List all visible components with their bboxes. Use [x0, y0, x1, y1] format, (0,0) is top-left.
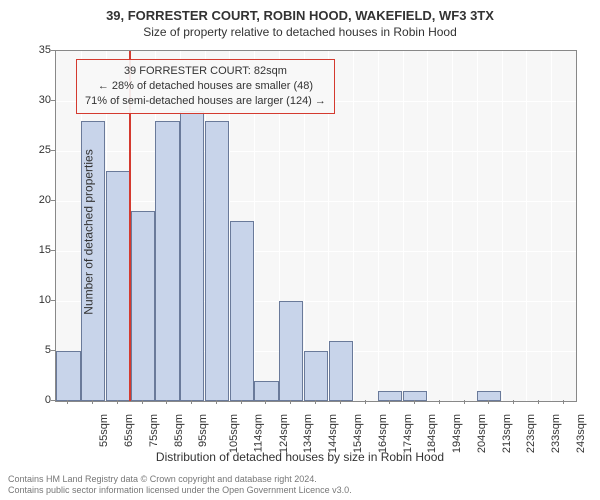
y-tick — [51, 100, 55, 101]
x-tick — [513, 400, 514, 404]
y-tick-label: 0 — [21, 394, 51, 406]
x-tick — [142, 400, 143, 404]
y-tick-label: 30 — [21, 94, 51, 106]
x-tick-label: 213sqm — [501, 414, 513, 453]
histogram-bar — [131, 211, 155, 401]
x-tick-label: 55sqm — [98, 414, 110, 447]
histogram-bar — [329, 341, 353, 401]
footer-line2: Contains public sector information licen… — [8, 485, 352, 496]
x-tick — [414, 400, 415, 404]
y-tick — [51, 250, 55, 251]
x-tick-label: 174sqm — [402, 414, 414, 453]
annotation-line2: ← 28% of detached houses are smaller (48… — [85, 79, 326, 94]
x-tick — [538, 400, 539, 404]
x-tick-label: 114sqm — [252, 414, 264, 452]
annotation-box: 39 FORRESTER COURT: 82sqm← 28% of detach… — [76, 59, 335, 114]
y-tick — [51, 350, 55, 351]
x-tick — [439, 400, 440, 404]
histogram-bar — [205, 121, 229, 401]
chart-container: 39, FORRESTER COURT, ROBIN HOOD, WAKEFIE… — [0, 0, 600, 500]
x-tick — [389, 400, 390, 404]
x-tick-label: 144sqm — [327, 414, 339, 453]
x-tick — [241, 400, 242, 404]
histogram-bar — [106, 171, 130, 401]
x-tick-label: 223sqm — [525, 414, 537, 453]
gridline-h — [56, 201, 576, 202]
annotation-line1: 39 FORRESTER COURT: 82sqm — [85, 64, 326, 79]
footer-attribution: Contains HM Land Registry data © Crown c… — [8, 474, 352, 496]
x-tick — [265, 400, 266, 404]
x-tick-label: 164sqm — [377, 414, 389, 453]
y-tick — [51, 400, 55, 401]
x-tick — [340, 400, 341, 404]
x-tick — [166, 400, 167, 404]
gridline-v — [452, 51, 453, 401]
x-tick-label: 243sqm — [575, 414, 587, 453]
y-axis-label: Number of detached properties — [82, 149, 96, 314]
histogram-bar — [180, 111, 204, 401]
x-tick-label: 105sqm — [228, 414, 240, 453]
gridline-h — [56, 151, 576, 152]
histogram-bar — [304, 351, 328, 401]
page-title-sub: Size of property relative to detached ho… — [0, 23, 600, 39]
x-tick-label: 204sqm — [476, 414, 488, 453]
y-tick — [51, 150, 55, 151]
x-tick — [67, 400, 68, 404]
x-tick — [315, 400, 316, 404]
gridline-v — [353, 51, 354, 401]
x-tick-label: 233sqm — [550, 414, 562, 453]
x-tick-label: 65sqm — [123, 414, 135, 447]
footer-line1: Contains HM Land Registry data © Crown c… — [8, 474, 352, 485]
histogram-bar — [254, 381, 278, 401]
y-tick-label: 5 — [21, 344, 51, 356]
x-tick-label: 124sqm — [278, 414, 290, 453]
x-tick — [464, 400, 465, 404]
x-tick-label: 154sqm — [352, 414, 364, 453]
histogram-bar — [279, 301, 303, 401]
x-tick-label: 184sqm — [426, 414, 438, 453]
x-tick — [365, 400, 366, 404]
gridline-v — [378, 51, 379, 401]
histogram-bar — [230, 221, 254, 401]
y-tick — [51, 300, 55, 301]
histogram-bar — [155, 121, 179, 401]
gridline-v — [526, 51, 527, 401]
y-tick — [51, 200, 55, 201]
x-tick — [290, 400, 291, 404]
x-tick — [488, 400, 489, 404]
y-tick-label: 15 — [21, 244, 51, 256]
histogram-bar — [56, 351, 80, 401]
plot-area: 39 FORRESTER COURT: 82sqm← 28% of detach… — [55, 50, 577, 402]
y-tick-label: 20 — [21, 194, 51, 206]
gridline-v — [502, 51, 503, 401]
y-tick-label: 35 — [21, 44, 51, 56]
y-tick — [51, 50, 55, 51]
gridline-v — [477, 51, 478, 401]
page-title-main: 39, FORRESTER COURT, ROBIN HOOD, WAKEFIE… — [0, 0, 600, 23]
x-tick-label: 194sqm — [451, 414, 463, 453]
x-tick-label: 75sqm — [148, 414, 160, 447]
y-tick-label: 10 — [21, 294, 51, 306]
gridline-v — [403, 51, 404, 401]
y-tick-label: 25 — [21, 144, 51, 156]
x-tick — [191, 400, 192, 404]
x-tick — [216, 400, 217, 404]
x-tick-label: 134sqm — [303, 414, 315, 453]
x-tick — [92, 400, 93, 404]
gridline-v — [551, 51, 552, 401]
x-tick-label: 85sqm — [173, 414, 185, 447]
x-tick — [563, 400, 564, 404]
gridline-v — [427, 51, 428, 401]
x-tick-label: 95sqm — [197, 414, 209, 447]
x-tick — [117, 400, 118, 404]
annotation-line3: 71% of semi-detached houses are larger (… — [85, 94, 326, 109]
